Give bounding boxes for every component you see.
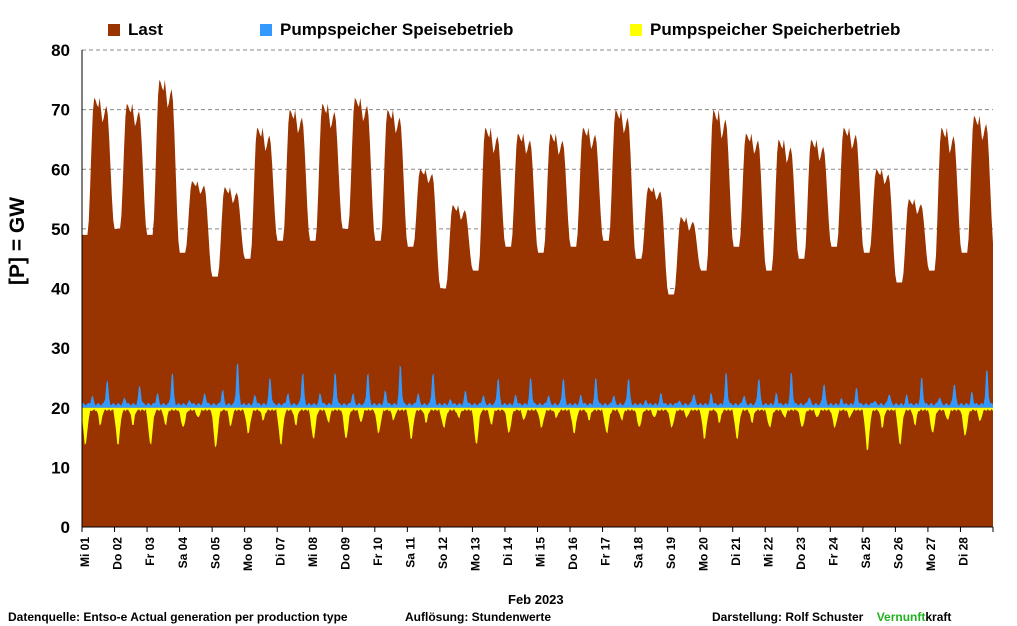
series-areas bbox=[82, 79, 993, 527]
x-tick-label: Fr 24 bbox=[826, 537, 840, 566]
x-tick-label: Do 02 bbox=[111, 537, 125, 570]
legend-item-speisebetrieb: Pumpspeicher Speisebetrieb bbox=[260, 20, 513, 40]
x-axis-month-label: Feb 2023 bbox=[508, 592, 564, 607]
x-tick-label: Sa 11 bbox=[404, 537, 418, 568]
x-tick-label: Do 23 bbox=[794, 537, 808, 570]
y-tick-label: 10 bbox=[51, 458, 70, 477]
y-axis-label: [P] = GW bbox=[6, 196, 29, 285]
x-tick-label: Fr 17 bbox=[599, 537, 613, 566]
y-tick-label: 70 bbox=[51, 101, 70, 120]
footer-source: Datenquelle: Entso-e Actual generation p… bbox=[8, 610, 348, 624]
series-area-speisebetrieb bbox=[82, 363, 993, 408]
y-tick-label: 80 bbox=[51, 41, 70, 60]
x-tick-label: Mi 08 bbox=[306, 537, 320, 567]
footer-resolution: Auflösung: Stundenwerte bbox=[405, 610, 551, 624]
series-area-last bbox=[82, 79, 993, 527]
y-tick-label: 60 bbox=[51, 160, 70, 179]
x-tick-label: Di 07 bbox=[273, 537, 287, 566]
footer-credit: Darstellung: Rolf Schuster Vernunftkraft bbox=[712, 610, 951, 624]
brand-vernunft: Vernunft bbox=[876, 610, 926, 624]
x-tick-label: So 12 bbox=[436, 537, 450, 569]
legend-swatch-speisebetrieb bbox=[260, 24, 272, 36]
footer-credit-author: Darstellung: Rolf Schuster bbox=[712, 610, 864, 624]
legend-item-last: Last bbox=[108, 20, 163, 40]
axes bbox=[81, 50, 994, 532]
legend-label-last: Last bbox=[128, 20, 163, 39]
y-tick-label: 50 bbox=[51, 220, 70, 239]
y-tick-label: 0 bbox=[61, 518, 70, 537]
x-tick-label: Mo 13 bbox=[469, 537, 483, 571]
y-tick-label: 40 bbox=[51, 280, 70, 299]
brand-kraft: kraft bbox=[925, 610, 952, 624]
x-tick-label: Mo 27 bbox=[924, 537, 938, 571]
x-tick-label: Sa 25 bbox=[859, 537, 873, 569]
x-tick-label: Mi 01 bbox=[78, 537, 92, 567]
series-area-speicherbetrieb bbox=[82, 407, 993, 450]
x-tick-label: Di 21 bbox=[729, 537, 743, 566]
legend-label-speisebetrieb: Pumpspeicher Speisebetrieb bbox=[280, 20, 514, 39]
legend-swatch-speicherbetrieb bbox=[630, 24, 642, 36]
x-tick-label: Di 28 bbox=[957, 537, 971, 566]
x-tick-label: Sa 18 bbox=[631, 537, 645, 569]
x-tick-label: Fr 10 bbox=[371, 537, 385, 566]
x-tick-label: Mo 06 bbox=[241, 537, 255, 571]
x-tick-label: Mi 15 bbox=[534, 537, 548, 567]
y-tick-label: 20 bbox=[51, 399, 70, 418]
x-tick-label: So 26 bbox=[892, 537, 906, 569]
x-tick-label: Do 09 bbox=[338, 537, 352, 570]
x-tick-label: Mi 22 bbox=[761, 537, 775, 567]
legend-item-speicherbetrieb: Pumpspeicher Speicherbetrieb bbox=[630, 20, 900, 40]
x-tick-label: Fr 03 bbox=[143, 537, 157, 566]
x-tick-label: Sa 04 bbox=[176, 537, 190, 569]
x-tick-label: Di 14 bbox=[501, 537, 515, 566]
x-tick-label: So 05 bbox=[208, 537, 222, 569]
legend-label-speicherbetrieb: Pumpspeicher Speicherbetrieb bbox=[650, 20, 901, 39]
x-tick-label: So 19 bbox=[664, 537, 678, 569]
legend-swatch-last bbox=[108, 24, 120, 36]
x-tick-label: Do 16 bbox=[566, 537, 580, 570]
y-tick-label: 30 bbox=[51, 339, 70, 358]
x-tick-labels: Mi 01 Do 02 Fr 03 Sa 04 So 05 Mo 06 Di 07 Mi 08… bbox=[78, 537, 970, 571]
x-tick-label: Mo 20 bbox=[696, 537, 710, 571]
y-tick-labels: 0 10 20 30 40 50 60 70 80 bbox=[51, 41, 70, 537]
